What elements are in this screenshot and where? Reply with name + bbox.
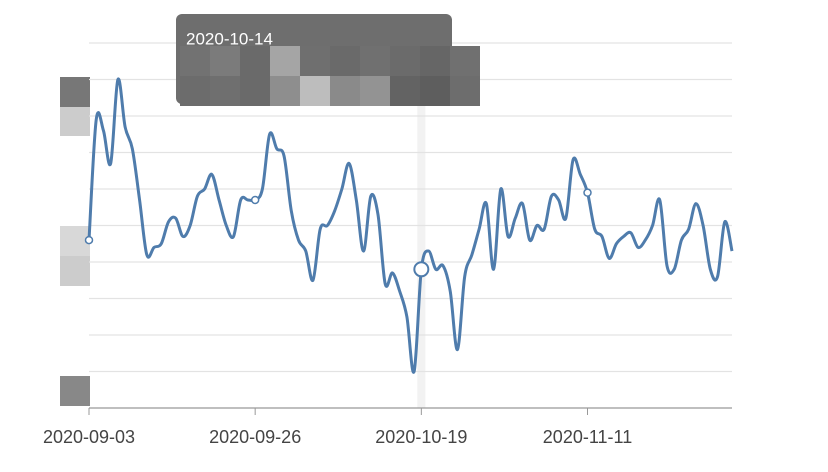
line — [87, 77, 734, 374]
x-tick-label: 2020-09-03 — [43, 427, 135, 447]
y-axis-labels-obscured — [60, 77, 90, 406]
x-tick-label: 2020-11-11 — [543, 427, 632, 447]
point-marker — [84, 235, 94, 245]
tooltip-title: 2020-10-14 — [186, 29, 273, 48]
tooltip: 2020-10-14 — [176, 14, 480, 106]
x-tick-label: 2020-09-26 — [209, 427, 301, 447]
hover-marker — [413, 261, 430, 278]
point-marker — [583, 188, 592, 197]
point-marker — [250, 195, 260, 205]
x-tick-label: 2020-10-19 — [375, 427, 467, 447]
